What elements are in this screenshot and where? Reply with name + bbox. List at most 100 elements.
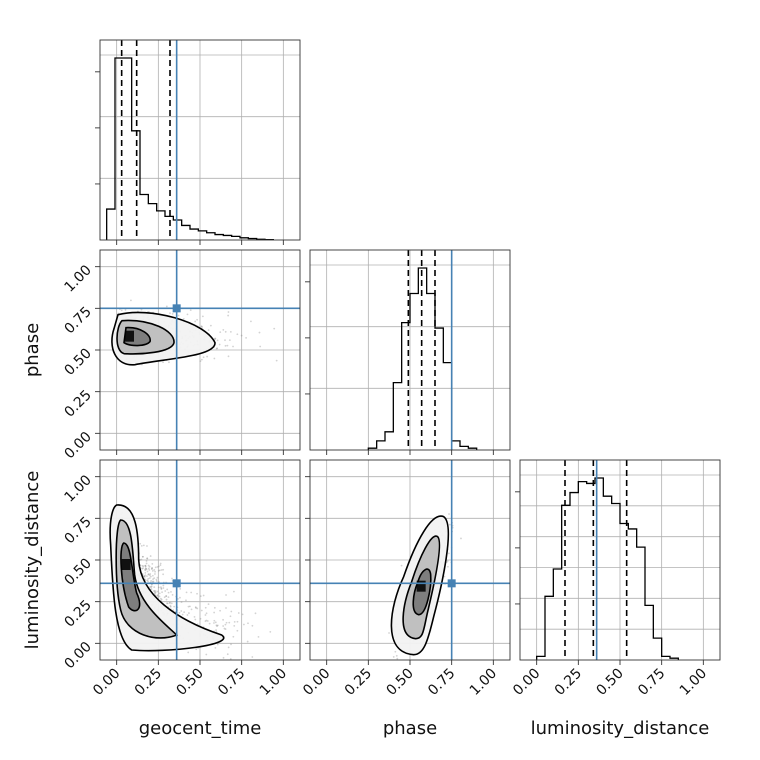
scatter-point (400, 564, 403, 567)
x-axis-title-phase: phase (383, 718, 437, 739)
y-tick-label: 0.00 (61, 639, 94, 672)
contour-line (111, 311, 216, 366)
scatter-point (233, 620, 236, 623)
scatter-point (236, 629, 239, 632)
scatter-point (152, 578, 154, 580)
y-tick-label: 0.25 (61, 597, 94, 630)
scatter-point (154, 590, 157, 592)
scatter-point (232, 345, 234, 348)
scatter-point (158, 595, 161, 598)
x-tick-label: 0.00 (90, 666, 123, 699)
scatter-point (218, 343, 221, 346)
scatter-point (144, 574, 147, 577)
scatter-point (155, 578, 158, 581)
scatter-point (156, 590, 159, 593)
scatter-point (226, 344, 229, 347)
quantiles (407, 250, 436, 450)
scatter-point (204, 606, 207, 609)
y-tick-label: 0.50 (61, 556, 94, 589)
scatter-point (189, 309, 192, 312)
scatter-point (215, 347, 218, 350)
scatter-point (157, 569, 160, 572)
contour-line (412, 568, 432, 616)
x-tick-label: 1.00 (467, 666, 500, 699)
scatter-point (154, 570, 156, 573)
scatter-point (446, 560, 449, 562)
scatter-point (229, 615, 232, 618)
panel-hist-geocent-time (95, 39, 301, 245)
y-axis-title-luminosity-distance: luminosity_distance (22, 471, 43, 650)
scatter-point (156, 595, 159, 597)
scatter-point (177, 598, 179, 600)
scatter-point (179, 596, 181, 599)
scatter-point (204, 620, 207, 623)
scatter-point (269, 630, 272, 633)
scatter-point (273, 327, 276, 330)
scatter-point (222, 656, 225, 659)
truth-marker (172, 304, 181, 313)
scatter-point (275, 359, 278, 362)
scatter-point (140, 558, 143, 561)
scatter-point (151, 570, 154, 572)
scatter-point (182, 318, 185, 320)
scatter-point (229, 330, 232, 333)
y-tick-label: 0.75 (61, 304, 94, 337)
scatter-point (147, 580, 149, 583)
scatter-point (167, 591, 170, 594)
scatter-point (186, 614, 189, 616)
scatter-point (165, 305, 168, 308)
x-tick-label: 0.50 (593, 666, 626, 699)
scatter-point (443, 575, 446, 578)
scatter-point (254, 612, 257, 615)
scatter-point (171, 577, 173, 580)
scatter-point (130, 299, 132, 302)
scatter-point (144, 565, 147, 568)
density-peak (416, 580, 426, 592)
scatter-point (225, 621, 228, 624)
scatter-point (153, 577, 156, 580)
scatter-point (227, 646, 230, 649)
scatter-point (158, 569, 161, 572)
scatter-point (196, 318, 198, 321)
scatter-point (199, 595, 202, 598)
scatter-point (190, 608, 193, 611)
scatter-point (146, 557, 149, 560)
scatter-point (144, 571, 147, 574)
scatter-point (206, 355, 209, 358)
density-peak (121, 559, 131, 570)
scatter-point (159, 562, 162, 565)
scatter-point (147, 573, 150, 576)
scatter-point (200, 325, 203, 328)
scatter-point (222, 329, 225, 331)
scatter-point (245, 336, 247, 339)
scatter-point (258, 331, 261, 334)
scatter-point (202, 356, 205, 359)
scatter-point (241, 613, 244, 616)
grid (310, 250, 510, 450)
scatter-point (149, 555, 152, 557)
panel-phase-vs-geocent-time: 0.00 0.25 0.50 0.75 1.00 (61, 249, 301, 462)
scatter-point (251, 656, 254, 658)
scatter-point (199, 360, 202, 363)
contour-line (123, 326, 151, 347)
x-tick-label: 0.75 (635, 666, 668, 699)
quantiles (564, 460, 628, 660)
scatter-point (141, 567, 144, 570)
x-tick-label: 0.25 (342, 666, 375, 699)
scatter-point (153, 589, 155, 592)
scatter-point (171, 593, 174, 596)
scatter-point (139, 542, 142, 545)
scatter-point (161, 591, 163, 594)
scatter-point (165, 598, 168, 601)
scatter-point (160, 588, 163, 590)
scatter-point (179, 588, 182, 590)
scatter-point (145, 567, 148, 570)
contour-line (109, 504, 225, 652)
histogram (106, 57, 274, 240)
scatter-point (448, 513, 450, 515)
scatter-point (225, 607, 227, 609)
y-tick-label: 0.00 (61, 429, 94, 462)
scatter-point (215, 624, 218, 627)
scatter-point (216, 339, 219, 342)
